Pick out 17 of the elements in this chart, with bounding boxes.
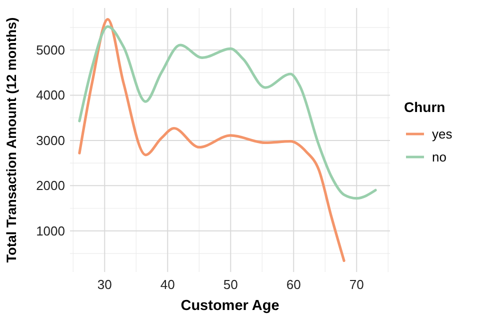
legend-title: Churn [404,99,446,115]
y-tick-label: 2000 [36,178,65,194]
x-tick-label: 70 [349,277,364,292]
x-tick-label: 60 [286,277,301,292]
line-series [78,25,377,200]
y-tick-label: 3000 [36,132,65,148]
y-axis-title: Total Transaction Amount (12 months) [4,17,19,263]
x-axis-title: Customer Age [180,298,280,314]
legend-label: no [432,150,446,164]
y-tick-label: 1000 [36,223,65,238]
legend-label: yes [432,126,453,142]
x-tick-label: 50 [223,277,238,292]
y-tick-label: 4000 [36,88,65,103]
y-tick-label: 5000 [36,42,65,58]
line-series [78,18,346,262]
x-tick-label: 40 [160,277,175,292]
x-tick-label: 30 [97,277,112,292]
